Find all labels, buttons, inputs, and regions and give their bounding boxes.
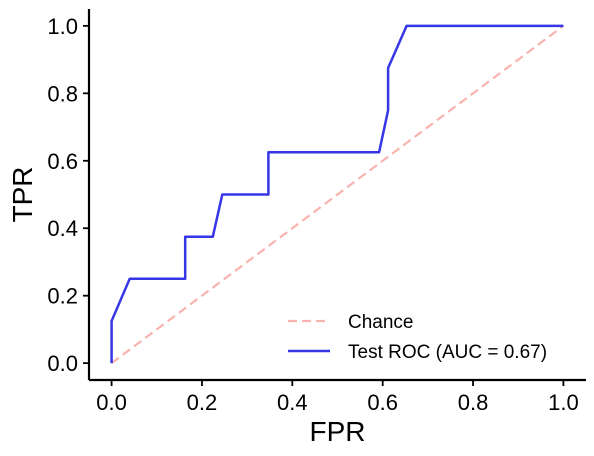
y-axis-title: TPR: [7, 167, 38, 223]
x-tick-label: 0.8: [458, 390, 489, 415]
x-tick-label: 0.6: [367, 390, 398, 415]
y-tick-label: 0.8: [47, 81, 78, 106]
y-tick-label: 1.0: [47, 14, 78, 39]
y-tick-label: 0.6: [47, 149, 78, 174]
legend-label-test-roc: Test ROC (AUC = 0.67): [348, 342, 547, 363]
y-tick-label: 0.0: [47, 351, 78, 376]
x-tick-label: 1.0: [548, 390, 579, 415]
series-line-chance: [110, 25, 565, 364]
legend: Chance Test ROC (AUC = 0.67): [288, 312, 547, 363]
y-tick-label: 0.2: [47, 284, 78, 309]
x-tick-label: 0.2: [187, 390, 218, 415]
x-tick-label: 0.0: [96, 390, 127, 415]
series-line-test-roc: [110, 24, 564, 364]
legend-label-chance: Chance: [348, 312, 414, 333]
x-axis-title: FPR: [310, 416, 366, 447]
x-tick-label: 0.4: [277, 390, 308, 415]
y-tick-label: 0.4: [47, 216, 78, 241]
